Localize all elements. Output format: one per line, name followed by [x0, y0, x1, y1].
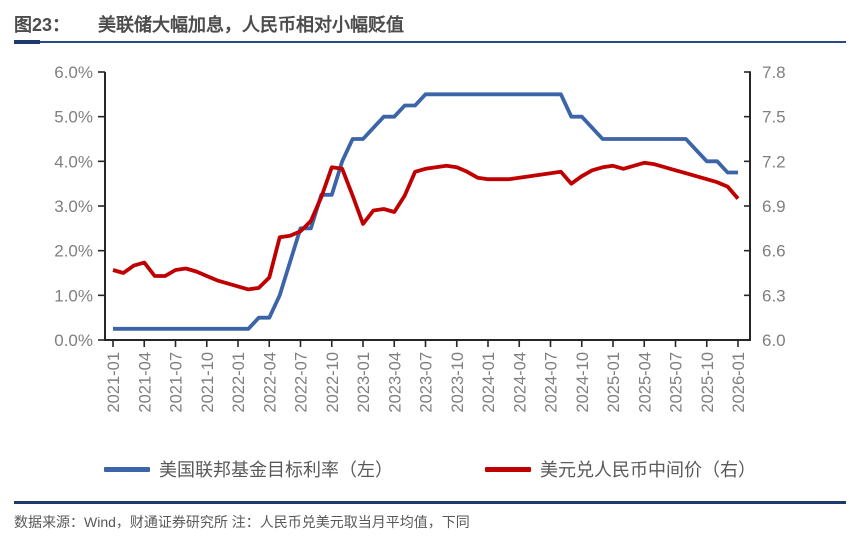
svg-text:2024-10: 2024-10: [574, 352, 592, 413]
svg-text:2.0%: 2.0%: [54, 242, 93, 261]
x-axis-labels: 2021-01 2021-04 2021-07 2021-10 2022-01 2022-…: [105, 352, 748, 413]
svg-text:2024-07: 2024-07: [543, 352, 561, 413]
legend: 美国联邦基金目标利率（左） 美元兑人民币中间价（右）: [0, 452, 860, 486]
svg-text:1.0%: 1.0%: [54, 286, 93, 305]
page-title: 美联储大幅加息，人民币相对小幅贬值: [98, 15, 405, 35]
svg-text:2022-07: 2022-07: [293, 352, 311, 413]
footer-divider: [14, 501, 846, 504]
svg-text:6.3: 6.3: [762, 286, 786, 305]
blue-line-marker-icon: [104, 466, 150, 472]
svg-text:2023-10: 2023-10: [449, 352, 467, 413]
legend-label-fed-funds-rate: 美国联邦基金目标利率（左）: [159, 460, 393, 480]
source-note: 数据来源：Wind，财通证券研究所 注：人民币兑美元取当月平均值，下同: [14, 514, 470, 530]
fed-funds-rate-line: [113, 92, 738, 331]
svg-text:5.0%: 5.0%: [54, 108, 93, 127]
svg-text:6.9: 6.9: [762, 197, 786, 216]
svg-text:2025-07: 2025-07: [668, 352, 686, 413]
svg-text:0.0%: 0.0%: [54, 331, 93, 350]
svg-text:6.0%: 6.0%: [54, 63, 93, 82]
svg-text:2023-04: 2023-04: [386, 352, 404, 413]
svg-text:2024-01: 2024-01: [480, 352, 498, 413]
svg-text:2021-04: 2021-04: [136, 352, 154, 413]
usdcny-midpoint-line: [112, 160, 740, 292]
legend-item-usdcny-midpoint: 美元兑人民币中间价（右）: [485, 456, 756, 482]
figure-label: 图23：: [14, 15, 71, 35]
svg-text:2025-10: 2025-10: [699, 352, 717, 413]
figure-title-row: 图23： 美联储大幅加息，人民币相对小幅贬值: [14, 11, 846, 37]
svg-text:4.0%: 4.0%: [54, 152, 93, 171]
title-underline-notch: [14, 40, 40, 44]
svg-text:7.5: 7.5: [762, 108, 786, 127]
red-line-marker-icon: [485, 466, 531, 472]
svg-text:2025-04: 2025-04: [636, 352, 654, 413]
svg-text:2026-01: 2026-01: [730, 352, 748, 413]
svg-text:2023-01: 2023-01: [355, 352, 373, 413]
svg-text:2022-04: 2022-04: [261, 352, 279, 413]
svg-text:2021-10: 2021-10: [199, 352, 217, 413]
svg-text:3.0%: 3.0%: [54, 197, 93, 216]
svg-text:2025-01: 2025-01: [605, 352, 623, 413]
svg-text:7.2: 7.2: [762, 152, 786, 171]
line-chart-plot: 0.0%1.0%2.0%3.0%4.0%5.0%6.0% 6.06.36.66.…: [54, 63, 786, 413]
svg-text:2021-01: 2021-01: [105, 352, 123, 413]
axes: [98, 71, 751, 347]
svg-text:7.8: 7.8: [762, 63, 786, 82]
y-axis-left-labels: 0.0% 1.0% 2.0% 3.0% 4.0% 5.0% 6.0%: [54, 63, 93, 350]
svg-text:2024-04: 2024-04: [511, 352, 529, 413]
legend-label-usdcny-midpoint: 美元兑人民币中间价（右）: [540, 460, 756, 480]
svg-text:2022-01: 2022-01: [230, 352, 248, 413]
svg-text:2021-07: 2021-07: [168, 352, 186, 413]
svg-text:2023-07: 2023-07: [418, 352, 436, 413]
svg-text:2022-10: 2022-10: [324, 352, 342, 413]
title-underline: [14, 41, 846, 43]
svg-text:6.0: 6.0: [762, 331, 786, 350]
y-axis-right-labels: 6.0 6.3 6.6 6.9 7.2 7.5 7.8: [762, 63, 786, 350]
svg-text:6.6: 6.6: [762, 242, 786, 261]
legend-item-fed-funds-rate: 美国联邦基金目标利率（左）: [104, 456, 393, 482]
